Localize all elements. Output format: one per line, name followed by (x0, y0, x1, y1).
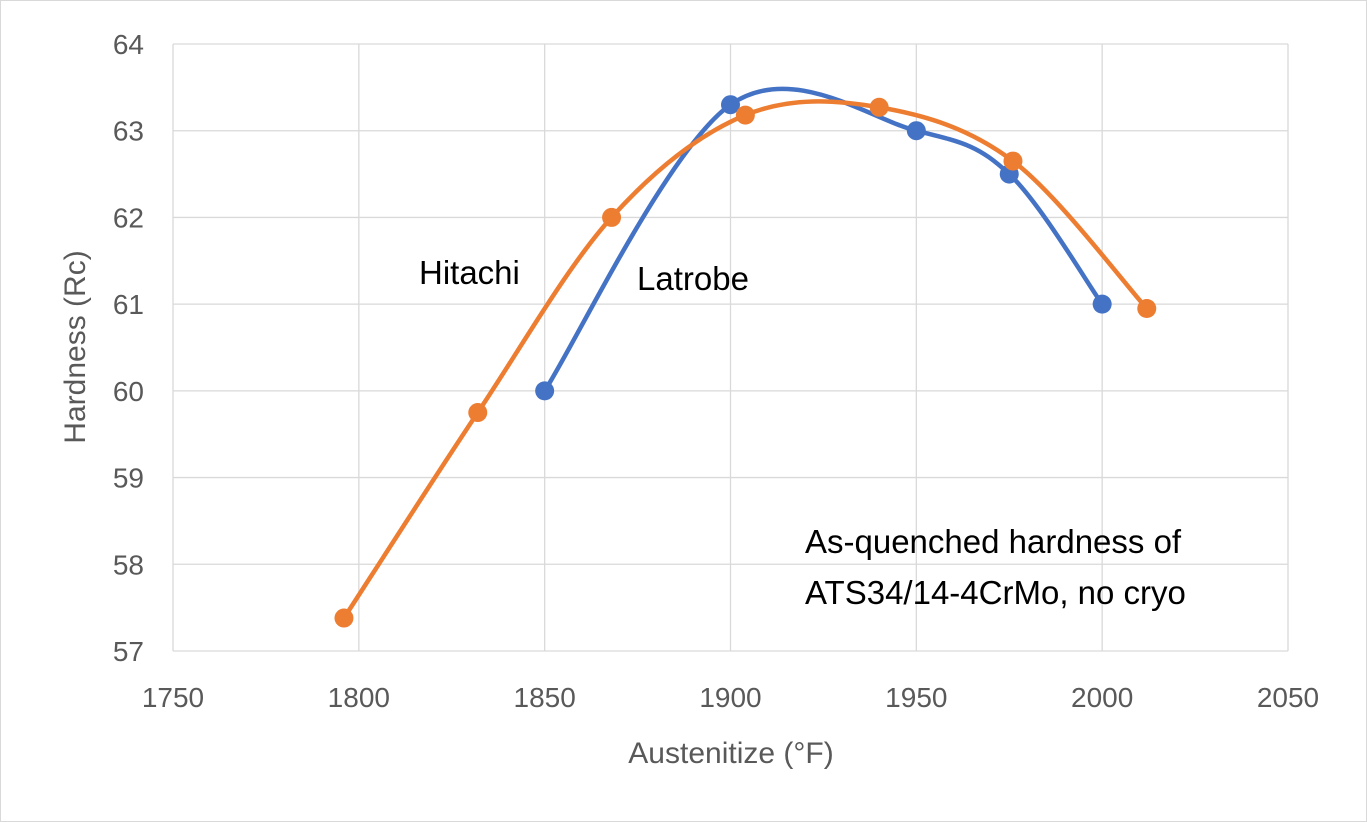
x-tick-label: 1950 (885, 682, 947, 713)
hitachi-series-label: Hitachi (419, 254, 520, 291)
latrobe-point (721, 95, 740, 115)
gridlines (172, 43, 1289, 652)
annotation-line-2: ATS34/14-4CrMo, no cryo (805, 574, 1186, 611)
y-tick-label: 60 (113, 376, 144, 407)
y-tick-label: 64 (113, 29, 144, 60)
hitachi-point (468, 403, 488, 423)
x-tick-label: 1850 (514, 682, 576, 713)
hitachi-point (334, 608, 354, 628)
hitachi-series (334, 97, 1157, 628)
hitachi-point (735, 105, 755, 125)
x-tick-labels: 1750 1800 1850 1900 1950 2000 2050 (142, 682, 1319, 713)
y-tick-label: 59 (113, 463, 144, 494)
y-tick-label: 63 (113, 116, 144, 147)
y-tick-label: 61 (113, 289, 144, 320)
x-tick-label: 1800 (328, 682, 390, 713)
hitachi-point (1137, 298, 1157, 318)
latrobe-series-label: Latrobe (637, 260, 749, 297)
latrobe-point (535, 381, 555, 401)
latrobe-series (535, 86, 1112, 401)
y-tick-label: 58 (113, 549, 144, 580)
x-tick-label: 1750 (142, 682, 204, 713)
y-axis-title: Hardness (Rc) (59, 250, 92, 443)
latrobe-point (1092, 294, 1112, 314)
latrobe-line (542, 86, 1105, 394)
y-tick-label: 62 (113, 202, 144, 233)
hitachi-point (602, 207, 622, 227)
latrobe-point (906, 121, 926, 141)
x-tick-label: 1900 (699, 682, 761, 713)
x-tick-label: 2050 (1257, 682, 1319, 713)
y-tick-labels: 57 58 59 60 61 62 63 64 (113, 29, 144, 667)
hitachi-point (1003, 151, 1023, 171)
annotation-line-1: As-quenched hardness of (805, 523, 1182, 560)
x-axis-title: Austenitize (°F) (628, 737, 833, 770)
hitachi-point (869, 97, 889, 117)
y-tick-label: 57 (113, 636, 144, 667)
series-layer (334, 86, 1157, 628)
x-tick-label: 2000 (1071, 682, 1133, 713)
